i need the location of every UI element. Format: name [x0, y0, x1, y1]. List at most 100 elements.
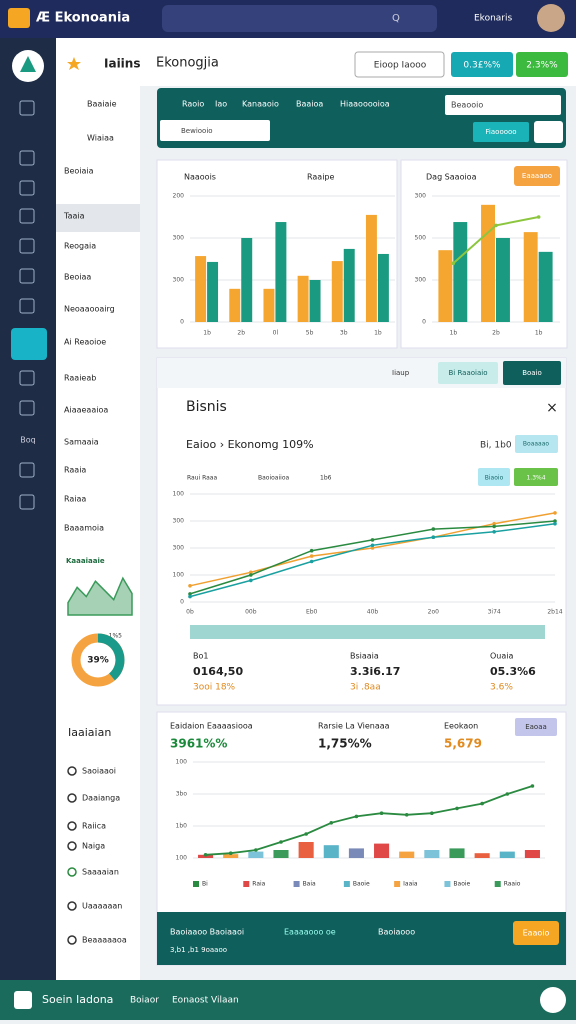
footer-item[interactable]: Eaaaaooo oe — [284, 928, 336, 937]
x-tick-label: 5b — [306, 330, 314, 337]
nav-link[interactable]: Beaaaaaoa — [82, 936, 127, 945]
search-input[interactable] — [160, 120, 270, 141]
button-label[interactable]: 2.3%% — [526, 61, 558, 71]
nav-link[interactable]: Uaaaaaan — [82, 902, 122, 911]
tab[interactable]: Raoio — [182, 100, 204, 109]
point — [309, 548, 314, 553]
nav-item[interactable]: Raaieab — [64, 374, 96, 383]
button-label[interactable]: Boaaaao — [523, 441, 549, 448]
card-title: Dag Saaoioa — [426, 173, 477, 182]
button[interactable] — [515, 435, 558, 453]
button[interactable] — [354, 51, 445, 78]
button[interactable] — [438, 362, 498, 384]
app-logo-icon — [20, 56, 36, 72]
rail-icon[interactable] — [19, 298, 35, 314]
nav-item[interactable]: Aiaaeaaioa — [64, 406, 108, 415]
button-label[interactable]: 0.3£%% — [463, 61, 501, 71]
legend-swatch — [293, 881, 300, 887]
button-label[interactable]: Iiaup — [392, 369, 410, 377]
button-label[interactable]: Fiaooooo — [485, 128, 516, 136]
point — [480, 801, 484, 806]
button-label[interactable]: Biaoio — [485, 475, 504, 482]
nav-link[interactable]: Daaianga — [82, 794, 120, 803]
nav-item[interactable]: Raaia — [64, 466, 86, 475]
rail-icon[interactable] — [19, 268, 35, 284]
point — [279, 840, 283, 844]
button[interactable] — [478, 468, 510, 486]
rail-active[interactable] — [11, 328, 47, 360]
button[interactable] — [514, 468, 558, 486]
sidebar-active[interactable] — [56, 204, 140, 232]
bar — [275, 222, 287, 322]
bottom-bar-item[interactable]: Boiaor — [130, 996, 159, 1006]
avatar[interactable] — [537, 4, 565, 32]
tab[interactable]: Boaio — [522, 369, 542, 377]
bottom-icon[interactable] — [14, 991, 32, 1009]
nav-item[interactable]: Neoaaooairg — [64, 305, 115, 314]
rail-icon[interactable] — [19, 494, 35, 510]
button-label[interactable]: Eaoaa — [525, 723, 547, 731]
button[interactable] — [514, 166, 560, 186]
nav-link[interactable]: Saaaaian — [82, 868, 119, 877]
nav-item[interactable]: Baaamoia — [64, 524, 104, 533]
button[interactable] — [451, 52, 513, 77]
button[interactable] — [473, 122, 529, 142]
tab[interactable]: Bi Raaoiaio — [448, 369, 487, 377]
bar — [523, 232, 538, 322]
bottom-bar-item[interactable]: Eonaost Vilaan — [172, 996, 239, 1006]
nav-item[interactable]: Beoiaia — [64, 167, 94, 176]
nav-link[interactable]: Saoiaaoi — [82, 767, 116, 776]
nav-item[interactable]: Beoiaa — [64, 273, 91, 282]
nav-item[interactable]: Taaia — [63, 212, 85, 221]
button-label[interactable]: Eioop Iaooo — [374, 61, 427, 71]
rail-icon[interactable] — [19, 208, 35, 224]
tab[interactable]: Hiaaooooioa — [340, 100, 390, 109]
nav-link[interactable]: Raiica — [82, 822, 106, 831]
search-box[interactable] — [162, 5, 437, 32]
rail-icon[interactable] — [19, 100, 35, 116]
tab[interactable]: Naaoois — [184, 173, 216, 182]
rail-icon[interactable] — [19, 150, 35, 166]
rail-icon[interactable] — [19, 238, 35, 254]
nav-item[interactable]: Samaaia — [64, 438, 99, 447]
button-label[interactable]: 1.3%4 — [526, 475, 545, 482]
button[interactable] — [503, 361, 561, 385]
y-tick-label: 100 — [176, 759, 188, 766]
field-text[interactable]: Beaooio — [451, 101, 483, 110]
close-button[interactable]: × — [546, 400, 558, 416]
button-label[interactable]: Eaaoio — [523, 929, 550, 938]
button[interactable] — [516, 52, 568, 77]
rail-icon[interactable] — [19, 400, 35, 416]
nav-item[interactable]: Reogaia — [64, 242, 96, 251]
input[interactable] — [445, 95, 561, 115]
stat-sub: 3ooi 18% — [193, 683, 236, 693]
nav-item[interactable]: Ai Reaoioe — [64, 338, 106, 347]
nav-item[interactable]: Wiaiaa — [87, 134, 114, 143]
bar — [365, 214, 377, 322]
action-button[interactable] — [540, 987, 566, 1013]
bar — [195, 256, 207, 322]
footer-item[interactable]: Baoiaooo — [378, 928, 415, 937]
icon-button[interactable] — [534, 121, 563, 143]
rail-icon[interactable] — [19, 180, 35, 196]
panel-footer — [157, 912, 566, 965]
tab[interactable]: Baaioa — [296, 100, 323, 109]
bottom-bar-item[interactable]: Soein Iadona — [42, 993, 113, 1006]
x-tick-label: 1b — [450, 330, 458, 337]
tab[interactable]: Raaipe — [307, 173, 334, 182]
nav-item[interactable]: Raiaa — [64, 495, 86, 504]
search-text[interactable]: Bewiooio — [181, 127, 213, 135]
tab[interactable]: Iao — [215, 100, 227, 109]
rail-icon[interactable] — [19, 462, 35, 478]
button-label[interactable]: Eaaaaoo — [522, 172, 552, 180]
button[interactable] — [515, 718, 557, 736]
nav-item[interactable]: Baaiaie — [87, 100, 117, 109]
bar — [438, 250, 453, 322]
button[interactable] — [513, 921, 559, 945]
nav-link[interactable]: Naiga — [82, 842, 105, 851]
tab[interactable]: Kanaaoio — [242, 100, 279, 109]
rail-icon[interactable] — [19, 370, 35, 386]
stat-label: Eaidaion Eaaaasiooa — [170, 722, 253, 731]
legend-label: Baoioaiioa — [258, 475, 289, 482]
y-tick-label: 100 — [173, 572, 185, 579]
